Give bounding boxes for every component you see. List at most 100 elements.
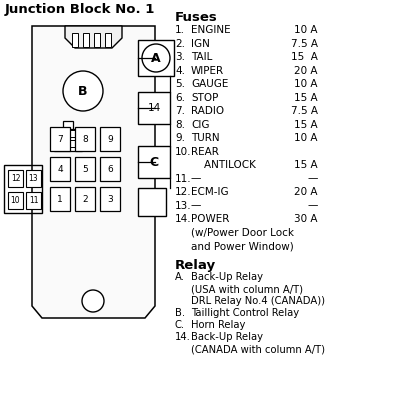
- Text: ENGINE: ENGINE: [191, 25, 230, 35]
- Text: WIPER: WIPER: [191, 65, 224, 76]
- Text: 15  A: 15 A: [291, 52, 318, 62]
- Text: 4.: 4.: [175, 65, 185, 76]
- Text: 20 A: 20 A: [295, 65, 318, 76]
- Text: 30 A: 30 A: [295, 214, 318, 224]
- Text: B.: B.: [175, 308, 185, 318]
- Bar: [50, 157, 70, 181]
- Text: 10 A: 10 A: [295, 25, 318, 35]
- Bar: [58, 140, 65, 147]
- Text: C: C: [149, 156, 158, 169]
- Text: POWER: POWER: [191, 214, 229, 224]
- Text: 11: 11: [29, 196, 38, 205]
- Circle shape: [63, 71, 103, 111]
- Text: 10 A: 10 A: [295, 79, 318, 89]
- Bar: [50, 127, 70, 151]
- Text: DRL Relay No.4 (CANADA)): DRL Relay No.4 (CANADA)): [191, 297, 325, 307]
- Text: —: —: [308, 200, 318, 211]
- Bar: [75, 187, 95, 211]
- Text: 12.: 12.: [175, 187, 192, 197]
- Bar: [138, 188, 166, 216]
- Text: 7.5 A: 7.5 A: [291, 38, 318, 48]
- Bar: [8, 192, 23, 209]
- Text: GAUGE: GAUGE: [191, 79, 228, 89]
- Bar: [83, 33, 89, 47]
- Bar: [50, 187, 70, 211]
- Text: 6.: 6.: [175, 93, 185, 103]
- Bar: [138, 40, 174, 76]
- Text: A: A: [151, 51, 161, 65]
- Text: 1: 1: [57, 194, 63, 204]
- Text: Back-Up Relay: Back-Up Relay: [191, 272, 263, 282]
- Text: 14.: 14.: [175, 333, 191, 343]
- Text: 20 A: 20 A: [295, 187, 318, 197]
- Text: REAR: REAR: [191, 147, 219, 156]
- Text: 9.: 9.: [175, 133, 185, 143]
- Text: 4: 4: [57, 164, 63, 173]
- Text: —: —: [191, 200, 202, 211]
- Text: 2.: 2.: [175, 38, 185, 48]
- Text: and Power Window): and Power Window): [191, 241, 294, 251]
- Text: TURN: TURN: [191, 133, 220, 143]
- Text: TAIL: TAIL: [191, 52, 212, 62]
- Text: 15 A: 15 A: [294, 93, 318, 103]
- Circle shape: [82, 290, 104, 312]
- Text: 10 A: 10 A: [295, 133, 318, 143]
- Text: 3: 3: [107, 194, 113, 204]
- Text: Junction Block No. 1: Junction Block No. 1: [5, 3, 155, 16]
- Bar: [69, 140, 76, 147]
- Text: Back-Up Relay: Back-Up Relay: [191, 333, 263, 343]
- Bar: [54, 129, 82, 151]
- Text: 8: 8: [82, 135, 88, 143]
- Text: B: B: [78, 84, 88, 97]
- Text: 9: 9: [107, 135, 113, 143]
- Text: 11.: 11.: [175, 173, 192, 183]
- Bar: [72, 33, 78, 47]
- Text: CIG: CIG: [191, 120, 209, 129]
- Text: Taillight Control Relay: Taillight Control Relay: [191, 308, 299, 318]
- Text: ECM-IG: ECM-IG: [191, 187, 228, 197]
- Text: RADIO: RADIO: [191, 106, 224, 116]
- Bar: [138, 146, 170, 178]
- Bar: [75, 157, 95, 181]
- Text: ANTILOCK: ANTILOCK: [191, 160, 256, 170]
- Text: 5: 5: [82, 164, 88, 173]
- Bar: [63, 121, 73, 129]
- Text: Fuses: Fuses: [175, 11, 218, 24]
- Text: 10: 10: [11, 196, 20, 205]
- Text: 13: 13: [29, 174, 38, 183]
- Bar: [94, 33, 100, 47]
- Polygon shape: [65, 26, 122, 48]
- Text: 15 A: 15 A: [294, 160, 318, 170]
- Bar: [26, 192, 41, 209]
- Text: 3.: 3.: [175, 52, 185, 62]
- Bar: [69, 130, 76, 137]
- Text: —: —: [308, 173, 318, 183]
- Text: IGN: IGN: [191, 38, 210, 48]
- Text: C.: C.: [175, 320, 185, 331]
- Bar: [105, 33, 111, 47]
- Text: STOP: STOP: [191, 93, 218, 103]
- Bar: [75, 127, 95, 151]
- Text: A.: A.: [175, 272, 185, 282]
- Text: 2: 2: [82, 194, 88, 204]
- Text: 14: 14: [147, 103, 161, 113]
- Text: —: —: [191, 173, 202, 183]
- Text: Horn Relay: Horn Relay: [191, 320, 246, 331]
- Text: 8.: 8.: [175, 120, 185, 129]
- Bar: [26, 170, 41, 187]
- Text: (CANADA with column A/T): (CANADA with column A/T): [191, 345, 325, 354]
- Text: 1.: 1.: [175, 25, 185, 35]
- Bar: [100, 187, 120, 211]
- Text: (USA with column A/T): (USA with column A/T): [191, 284, 303, 295]
- Text: (w/Power Door Lock: (w/Power Door Lock: [191, 227, 294, 238]
- Bar: [100, 157, 120, 181]
- Bar: [4, 165, 42, 213]
- Text: 6: 6: [107, 164, 113, 173]
- Text: 13.: 13.: [175, 200, 192, 211]
- Text: 7: 7: [57, 135, 63, 143]
- Text: 10.: 10.: [175, 147, 192, 156]
- Circle shape: [142, 44, 170, 72]
- Text: 7.: 7.: [175, 106, 185, 116]
- Text: 7.5 A: 7.5 A: [291, 106, 318, 116]
- Text: 15 A: 15 A: [294, 120, 318, 129]
